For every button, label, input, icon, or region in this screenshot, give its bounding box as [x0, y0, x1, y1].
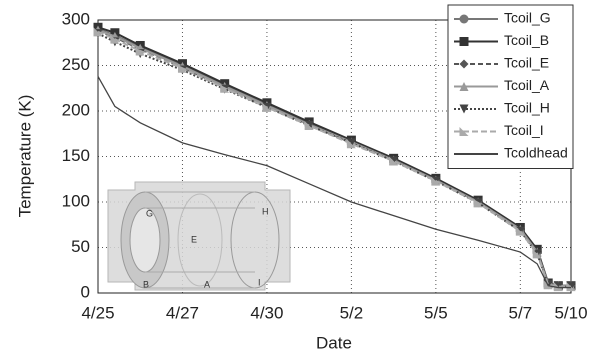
x-tick-label: 5/5 [424, 303, 448, 322]
y-tick-label: 50 [71, 237, 90, 256]
marker [460, 15, 469, 24]
y-tick-label: 250 [62, 55, 90, 74]
y-tick-label: 0 [81, 282, 90, 301]
inset-label: A [204, 279, 210, 289]
inset-label: B [143, 279, 149, 289]
y-tick-label: 150 [62, 146, 90, 165]
x-tick-label: 4/27 [166, 303, 199, 322]
legend-label: Tcoil_G [504, 10, 551, 26]
x-tick-label: 4/25 [81, 303, 114, 322]
x-tick-label: 5/7 [509, 303, 533, 322]
x-tick-label: 5/2 [340, 303, 364, 322]
chart: Temperature (K) Date 0 50 100 150 200 250 300 4… [0, 0, 601, 356]
x-tick-label: 5/10 [554, 303, 587, 322]
inset-label: I [258, 277, 261, 287]
legend-label: Tcoil_H [504, 100, 550, 116]
y-tick-label: 300 [62, 9, 90, 28]
inset-label: H [262, 206, 269, 216]
legend-label: Tcoldhead [504, 145, 568, 161]
legend-label: Tcoil_B [504, 32, 549, 48]
legend-label: Tcoil_A [504, 77, 550, 93]
coil-inset: G H E B A I [108, 182, 290, 290]
x-axis-label: Date [316, 333, 352, 352]
y-tick-label: 100 [62, 191, 90, 210]
inset-label: E [191, 234, 197, 244]
y-axis-label: Temperature (K) [15, 95, 34, 218]
inset-label: G [146, 208, 153, 218]
x-tick-label: 4/30 [250, 303, 283, 322]
y-tick-label: 200 [62, 100, 90, 119]
legend-label: Tcoil_E [504, 55, 549, 71]
legend-label: Tcoil_I [504, 122, 544, 138]
marker [460, 37, 469, 46]
